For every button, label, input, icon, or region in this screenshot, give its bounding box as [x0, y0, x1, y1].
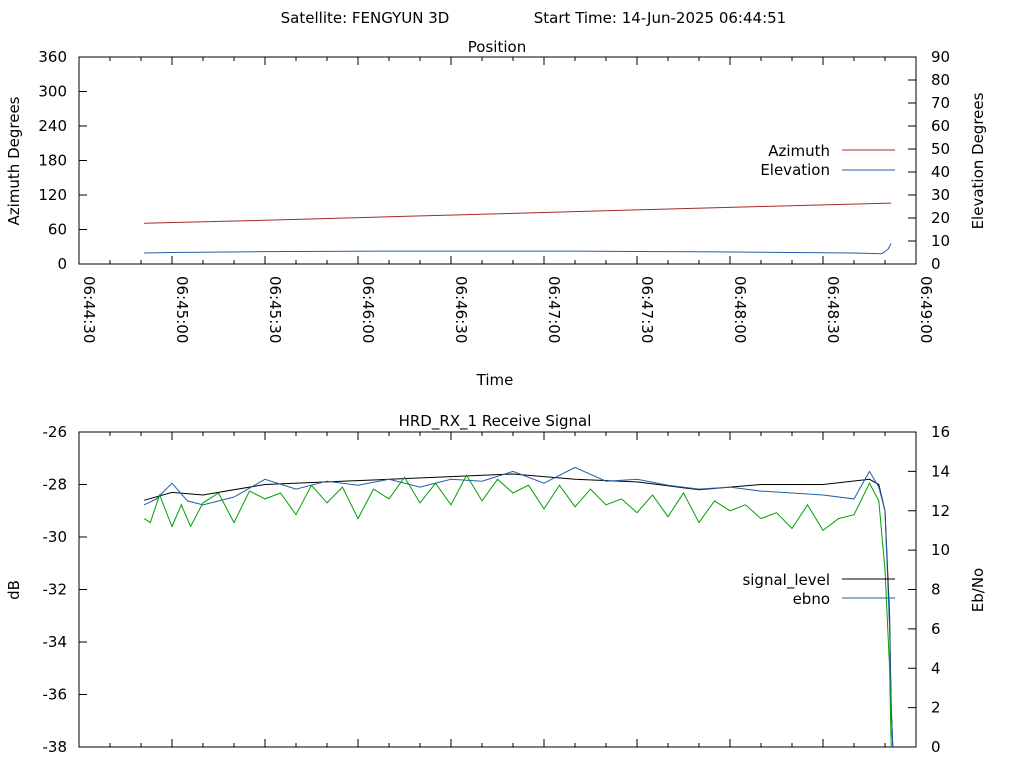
- x-tick-label: 06:44:30: [80, 276, 98, 343]
- y2-tick-label: 16: [931, 423, 950, 441]
- y2-tick-label: 80: [931, 71, 950, 89]
- elevation-line: [144, 243, 892, 255]
- x-tick-label: 06:46:00: [359, 276, 377, 343]
- x-tick-label: 06:45:00: [173, 276, 191, 343]
- signal-level-line: [143, 473, 894, 748]
- y-tick-label: 300: [38, 83, 67, 101]
- y-tick-label: 360: [38, 48, 67, 66]
- legend-label-signal-level: signal_level: [742, 571, 830, 590]
- y2-tick-label: 0: [931, 255, 941, 273]
- y-tick-label: -34: [43, 633, 68, 651]
- y2-tick-label: 30: [931, 186, 950, 204]
- legend-label-ebno: ebno: [793, 590, 830, 608]
- y2-tick-label: 90: [931, 48, 950, 66]
- y2-tick-label: 50: [931, 140, 950, 158]
- y2-tick-label: 40: [931, 163, 950, 181]
- y-tick-label: -36: [43, 686, 68, 704]
- y-tick-label: 60: [48, 221, 67, 239]
- legend-label-elevation: Elevation: [760, 161, 830, 179]
- signal-chart: HRD_RX_1 Receive Signal dB Eb/No -38 -36 -…: [5, 412, 987, 756]
- position-title: Position: [468, 38, 526, 56]
- signal-title: HRD_RX_1 Receive Signal: [399, 412, 592, 431]
- y2-tick-label: 10: [931, 541, 950, 559]
- y2-tick-label: 20: [931, 209, 950, 227]
- y2-tick-label: 6: [931, 620, 941, 638]
- satellite-label: Satellite: FENGYUN 3D: [281, 9, 450, 27]
- y2-tick-label: 2: [931, 699, 941, 717]
- y2-tick-label: 4: [931, 659, 941, 677]
- y-tick-label: 120: [38, 186, 67, 204]
- ebno-axis-label: Eb/No: [969, 568, 987, 612]
- start-time-label: Start Time: 14-Jun-2025 06:44:51: [534, 9, 786, 27]
- y2-tick-label: 14: [931, 462, 950, 480]
- y2-tick-label: 12: [931, 502, 950, 520]
- y-tick-label: -28: [43, 476, 68, 494]
- y-tick-label: 180: [38, 152, 67, 170]
- ebno-line: [143, 466, 894, 748]
- x-tick-label: 06:46:30: [452, 276, 470, 343]
- y2-tick-label: 60: [931, 117, 950, 135]
- position-chart: Position Azimuth Degrees Elevation Degre…: [5, 38, 987, 389]
- y-tick-label: -30: [43, 528, 68, 546]
- x-tick-label: 06:48:00: [731, 276, 749, 343]
- y-tick-label: -32: [43, 581, 68, 599]
- series-2-line: [143, 474, 892, 748]
- x-tick-label: 06:48:30: [824, 276, 842, 343]
- y-tick-label: 240: [38, 117, 67, 135]
- x-tick-label: 06:47:00: [545, 276, 563, 343]
- y2-tick-label: 0: [931, 738, 941, 756]
- x-tick-label: 06:49:00: [917, 276, 935, 343]
- x-tick-label: 06:47:30: [638, 276, 656, 343]
- db-axis-label: dB: [5, 580, 23, 600]
- y2-tick-label: 8: [931, 581, 941, 599]
- legend-label-azimuth: Azimuth: [768, 142, 830, 160]
- y-tick-label: -38: [43, 738, 68, 756]
- x-tick-label: 06:45:30: [266, 276, 284, 343]
- elevation-axis-label: Elevation Degrees: [969, 92, 987, 229]
- y-tick-label: 0: [57, 255, 67, 273]
- azimuth-axis-label: Azimuth Degrees: [5, 96, 23, 225]
- azimuth-line: [144, 202, 892, 224]
- y-tick-label: -26: [43, 423, 68, 441]
- time-axis-label: Time: [476, 371, 514, 389]
- y2-tick-label: 70: [931, 94, 950, 112]
- y2-tick-label: 10: [931, 232, 950, 250]
